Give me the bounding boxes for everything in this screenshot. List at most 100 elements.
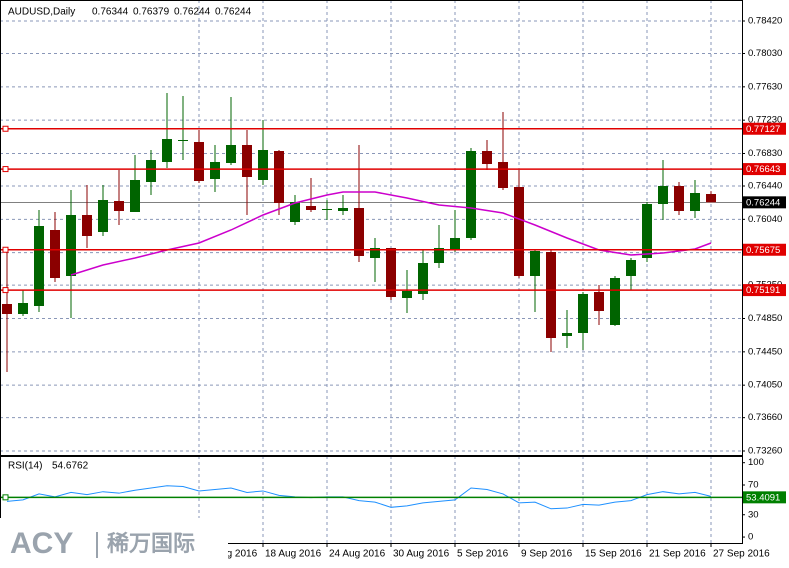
price-label: 0.76244: [746, 197, 780, 208]
x-tick-label: 12 Aug 2016: [201, 549, 258, 560]
candle-body: [194, 142, 204, 181]
rsi-title: RSI(14): [8, 461, 42, 472]
candle-body: [322, 209, 332, 210]
level-label: 0.75675: [746, 245, 780, 256]
y-tick-label: 0.74850: [748, 313, 782, 324]
ohlc-low: 0.76244: [174, 7, 211, 18]
candle-body: [642, 204, 652, 258]
main-panel-border: [0, 0, 743, 456]
candle-body: [418, 263, 428, 294]
candle-body: [82, 215, 92, 236]
candle-body: [386, 248, 396, 297]
candle-body: [130, 180, 140, 212]
candle-body: [306, 206, 316, 210]
candle-body: [210, 162, 220, 179]
candle-body: [178, 140, 188, 141]
ohlc-open: 0.76344: [92, 7, 129, 18]
x-tick-label: 5 Sep 2016: [457, 549, 509, 560]
candle-body: [98, 200, 108, 232]
y-tick-label: 0.78030: [748, 48, 782, 59]
candle-body: [546, 252, 556, 338]
candle-body: [450, 238, 460, 250]
level-anchor: [2, 494, 9, 501]
y-tick-label: 0.76040: [748, 214, 782, 225]
plot: [0, 93, 742, 510]
ohlc-high: 0.76379: [133, 7, 170, 18]
moving-average: [70, 191, 712, 276]
candle-body: [402, 291, 412, 298]
watermark-bg: [0, 518, 228, 568]
watermark-name: 稀万国际: [107, 531, 195, 556]
level-anchor: [2, 287, 9, 294]
level-box: [743, 122, 786, 135]
level-anchor: [2, 125, 9, 132]
price-box: [743, 196, 786, 209]
x-tick-label: 15 Sep 2016: [585, 549, 642, 560]
candle-body: [162, 139, 172, 162]
y-tick-label: 100: [748, 457, 764, 468]
level-label: 0.76643: [746, 164, 780, 175]
y-tick-label: 0: [748, 532, 753, 543]
candle-body: [674, 186, 684, 211]
x-tick-label: 24 Aug 2016: [329, 549, 386, 560]
rsi-panel-border: [0, 456, 743, 544]
watermark-brand: ACY: [10, 527, 73, 560]
candle-body: [706, 194, 716, 203]
y-tick-label: 0.78420: [748, 16, 782, 27]
y-tick-label: 0.74050: [748, 380, 782, 391]
y-tick-label: 0.74450: [748, 346, 782, 357]
candle-body: [594, 292, 604, 311]
candle-body: [290, 202, 300, 222]
x-tick-label: 21 Sep 2016: [649, 549, 706, 560]
level-label: 0.75191: [746, 285, 780, 296]
y-tick-label: 30: [748, 509, 759, 520]
candle-body: [242, 145, 252, 177]
candle-body: [514, 187, 524, 276]
candle-body: [114, 201, 124, 211]
candle-body: [578, 294, 588, 333]
candle-body: [258, 150, 268, 180]
candle-body: [482, 151, 492, 164]
candle-body: [498, 162, 508, 188]
candle-body: [2, 304, 12, 314]
y-tick-label: 0.77230: [748, 115, 782, 126]
chart-title: AUDUSD,Daily: [8, 7, 75, 18]
level-box: [743, 243, 786, 256]
candle-body: [354, 208, 364, 256]
labels: 0.78420 0.78030 0.77630 0.77230 0.76830 0.764…: [198, 16, 786, 560]
x-tick-label: 9 Sep 2016: [521, 549, 573, 560]
y-tick-label: 0.77630: [748, 81, 782, 92]
candle-body: [658, 186, 668, 204]
x-tick-label: 27 Sep 2016: [713, 549, 770, 560]
candle-body: [370, 248, 380, 258]
level-anchor: [2, 246, 9, 253]
candle-body: [626, 260, 636, 276]
candle-body: [50, 230, 60, 278]
candle-body: [274, 151, 284, 203]
candle-body: [338, 208, 348, 211]
candle-body: [690, 193, 700, 211]
candle-body: [34, 226, 44, 306]
level-label: 0.77127: [746, 124, 780, 135]
ohlc-close: 0.76244: [215, 7, 252, 18]
level-box: [743, 163, 786, 176]
y-tick-label: 0.73260: [748, 446, 782, 457]
y-tick-label: 0.76830: [748, 148, 782, 159]
x-tick-label: 30 Aug 2016: [393, 549, 450, 560]
candle-body: [226, 145, 236, 163]
level-box: [743, 284, 786, 297]
candle-body: [66, 215, 76, 276]
rsi-line: [6, 485, 712, 510]
y-tick-label: 0.76440: [748, 181, 782, 192]
candle-body: [466, 151, 476, 238]
y-tick-label: 70: [748, 480, 759, 491]
candle-body: [530, 251, 540, 276]
y-tick-label: 0.73660: [748, 412, 782, 423]
level-anchor: [2, 166, 9, 173]
rsi-last: 54.6762: [52, 461, 89, 472]
candle-body: [434, 248, 444, 263]
rsi-level-box: [743, 491, 786, 504]
candle-body: [610, 278, 620, 325]
rsi-level-label: 53.4091: [746, 492, 780, 503]
